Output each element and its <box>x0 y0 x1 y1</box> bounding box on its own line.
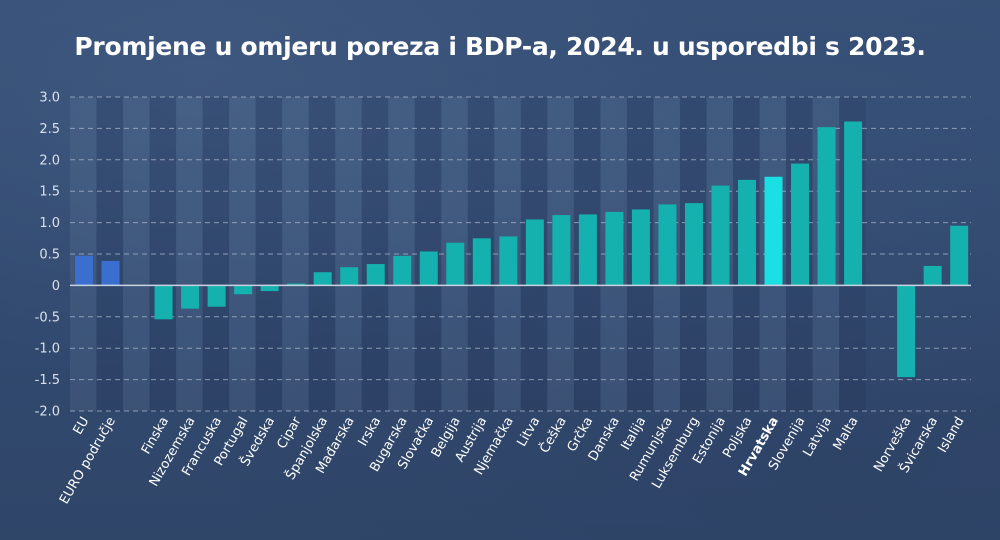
bar-nizozemska <box>181 285 200 309</box>
column-stripe <box>335 97 362 411</box>
bar-malta <box>844 121 863 286</box>
bar-poljska <box>738 179 756 286</box>
bar-litva <box>525 219 544 286</box>
y-tick-label: 2.5 <box>39 122 60 137</box>
bar-cipar <box>287 283 306 286</box>
column-stripe <box>388 97 415 411</box>
y-axis: 3.0 2.5 2.0 1.5 1.0 0.5 0 -0.5 -1.0 -1.5 -2.0 <box>35 91 60 420</box>
bar-norveška <box>897 285 916 378</box>
x-tick-label: Island <box>935 415 967 456</box>
bar-češka <box>552 215 571 286</box>
y-tick-label: -1.0 <box>35 342 60 357</box>
x-tick-label: Malta <box>831 415 862 454</box>
y-tick-label: 3.0 <box>39 91 60 106</box>
y-tick-label: 1.5 <box>39 185 60 200</box>
bar-grčka <box>578 214 597 286</box>
bar-danska <box>605 211 624 286</box>
bar-bugarska <box>393 255 412 286</box>
bar-irska <box>366 264 385 286</box>
bar-euro-područje <box>101 260 120 286</box>
bar-finska <box>154 285 173 320</box>
bar-austrija <box>472 238 491 286</box>
bar-rumunjska <box>658 204 677 286</box>
bar-španjolska <box>313 272 332 286</box>
y-tick-label: 2.0 <box>39 153 60 168</box>
y-tick-label: 0.5 <box>39 248 60 263</box>
bar-portugal <box>234 285 253 295</box>
bar-slovenija <box>791 163 810 286</box>
bar-eu <box>75 255 93 286</box>
y-tick-label: -1.5 <box>35 373 60 388</box>
y-tick-label: -0.5 <box>35 310 60 325</box>
bar-belgija <box>446 242 465 286</box>
column-stripe <box>361 97 389 411</box>
y-tick-label: -2.0 <box>35 405 60 420</box>
bar-francuska <box>207 285 226 307</box>
bar-švicarska <box>923 265 942 286</box>
bar-slovačka <box>419 251 438 286</box>
x-tick-label: EU <box>71 415 93 438</box>
bar-island <box>950 225 969 286</box>
y-tick-label: 1.0 <box>39 216 60 231</box>
chart-title: Promjene u omjeru poreza i BDP-a, 2024. … <box>74 32 926 61</box>
bar-estonija <box>711 185 730 286</box>
bar-njemačka <box>499 236 518 286</box>
bar-švedska <box>260 285 279 292</box>
x-tick-label: Češka <box>536 414 569 456</box>
bar-mađarska <box>340 267 359 286</box>
bars <box>75 121 969 378</box>
bar-luksemburg <box>684 203 703 286</box>
bar-italija <box>631 209 650 286</box>
bar-hrvatska <box>764 176 783 286</box>
bar-latvija <box>817 127 836 286</box>
y-tick-label: 0 <box>52 279 60 294</box>
